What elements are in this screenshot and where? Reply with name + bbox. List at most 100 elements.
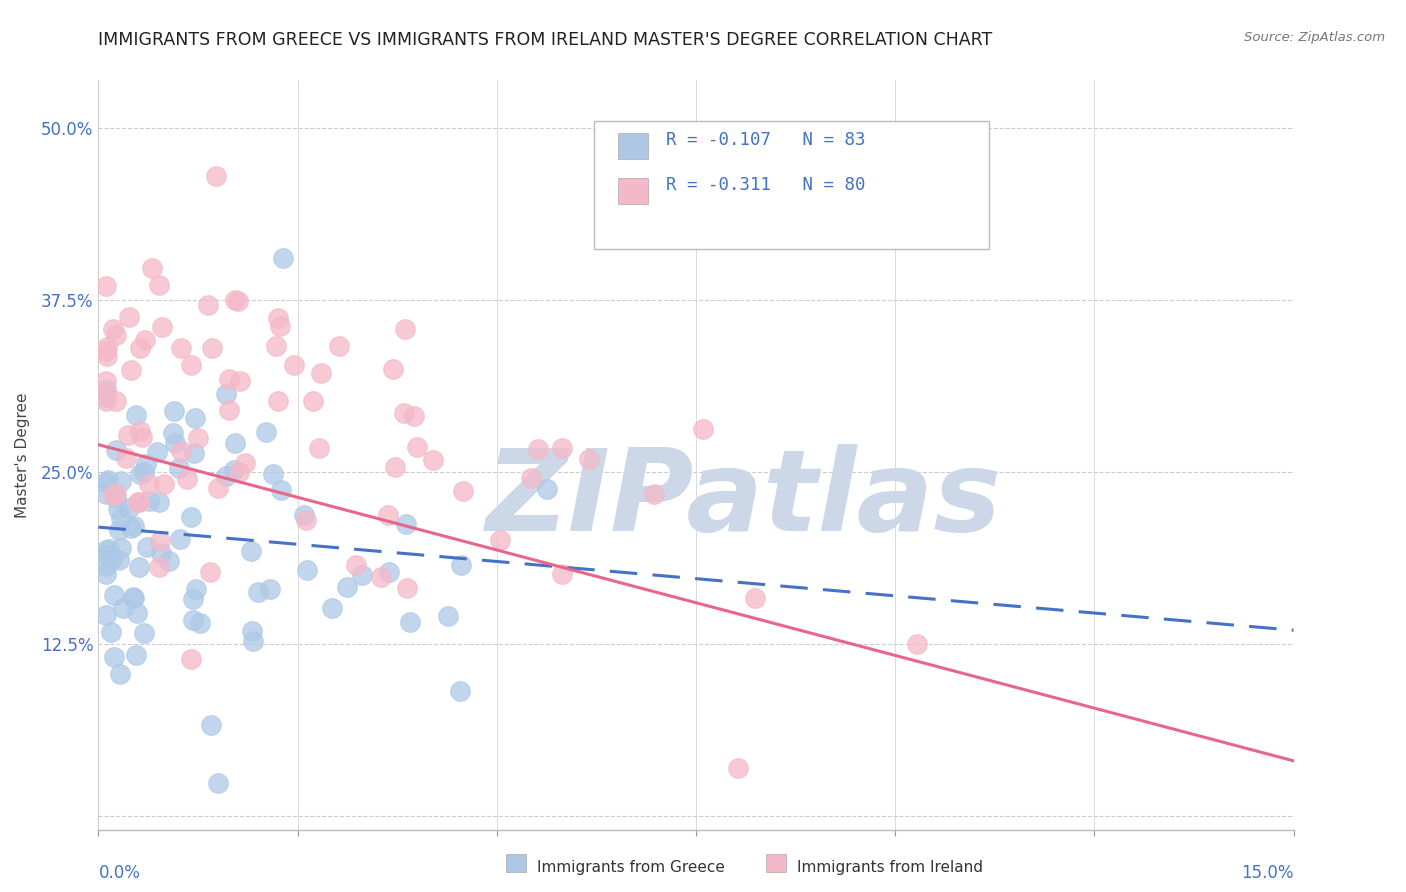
Text: 0.0%: 0.0% bbox=[98, 864, 141, 882]
Point bbox=[96, 279, 118, 293]
Point bbox=[96, 542, 118, 557]
Point bbox=[422, 452, 444, 467]
Point bbox=[228, 465, 250, 479]
Point bbox=[108, 667, 131, 681]
Point bbox=[104, 442, 127, 457]
Point bbox=[96, 607, 118, 622]
Point bbox=[404, 409, 426, 423]
Point bbox=[395, 517, 418, 532]
Point bbox=[188, 616, 211, 631]
Point bbox=[136, 540, 159, 554]
Text: 15.0%: 15.0% bbox=[1241, 864, 1294, 882]
Point bbox=[122, 591, 145, 606]
Point bbox=[104, 394, 127, 409]
Point bbox=[181, 592, 204, 607]
Point bbox=[269, 319, 291, 334]
Point bbox=[122, 519, 145, 533]
Point bbox=[180, 509, 202, 524]
FancyBboxPatch shape bbox=[619, 178, 648, 204]
Point bbox=[150, 320, 173, 334]
Point bbox=[201, 341, 224, 355]
Point bbox=[101, 551, 124, 566]
Point bbox=[381, 361, 404, 376]
Point bbox=[170, 341, 193, 355]
Point bbox=[148, 559, 170, 574]
Point bbox=[96, 344, 118, 359]
Text: Source: ZipAtlas.com: Source: ZipAtlas.com bbox=[1244, 31, 1385, 45]
Point bbox=[129, 425, 152, 439]
Point bbox=[905, 638, 928, 652]
Point bbox=[309, 367, 332, 381]
Point bbox=[148, 495, 170, 509]
Point bbox=[134, 625, 156, 640]
Point bbox=[399, 615, 422, 629]
Point bbox=[96, 475, 118, 489]
FancyBboxPatch shape bbox=[595, 121, 988, 249]
Point bbox=[207, 481, 229, 495]
Point bbox=[125, 648, 148, 662]
Text: IMMIGRANTS FROM GREECE VS IMMIGRANTS FROM IRELAND MASTER'S DEGREE CORRELATION CH: IMMIGRANTS FROM GREECE VS IMMIGRANTS FRO… bbox=[98, 31, 993, 49]
Point bbox=[198, 565, 221, 579]
Point bbox=[551, 567, 574, 582]
Point bbox=[101, 321, 124, 335]
Point bbox=[488, 533, 510, 547]
Point bbox=[170, 443, 193, 458]
Point bbox=[148, 278, 170, 293]
Point bbox=[125, 408, 148, 422]
Point bbox=[96, 566, 118, 581]
Text: R = -0.107   N = 83: R = -0.107 N = 83 bbox=[666, 131, 866, 149]
Point bbox=[135, 457, 157, 471]
Point bbox=[378, 565, 401, 579]
Point bbox=[153, 476, 176, 491]
Point bbox=[215, 468, 238, 483]
Point bbox=[110, 511, 132, 525]
Point bbox=[176, 472, 198, 486]
Point bbox=[246, 584, 269, 599]
Point bbox=[165, 436, 187, 450]
Point bbox=[96, 394, 118, 409]
Point bbox=[134, 465, 156, 479]
Point bbox=[450, 558, 472, 573]
Point bbox=[118, 500, 141, 515]
Point bbox=[138, 493, 160, 508]
Point bbox=[103, 650, 125, 665]
Point bbox=[157, 554, 180, 568]
Point bbox=[98, 541, 121, 556]
Point bbox=[96, 559, 118, 574]
Point bbox=[128, 559, 150, 574]
Point bbox=[118, 310, 141, 325]
Text: Immigrants from Greece: Immigrants from Greece bbox=[537, 860, 725, 874]
Point bbox=[184, 411, 207, 425]
Point bbox=[114, 450, 136, 465]
Point bbox=[336, 580, 359, 594]
Point bbox=[395, 582, 418, 596]
Point bbox=[292, 508, 315, 523]
Point bbox=[233, 457, 256, 471]
Point bbox=[108, 524, 131, 538]
Point bbox=[127, 495, 149, 509]
Point bbox=[169, 461, 191, 475]
Point bbox=[744, 591, 766, 606]
Point bbox=[207, 775, 229, 789]
Point bbox=[214, 387, 236, 401]
Point bbox=[169, 532, 191, 546]
Point bbox=[526, 442, 548, 457]
Point bbox=[186, 582, 208, 596]
Point bbox=[104, 491, 127, 505]
Point bbox=[180, 358, 202, 372]
Text: ZIPatlas: ZIPatlas bbox=[485, 444, 1002, 556]
Point bbox=[108, 553, 131, 567]
Point bbox=[107, 501, 129, 516]
Point bbox=[96, 382, 118, 396]
Point bbox=[96, 374, 118, 388]
Point bbox=[295, 513, 318, 527]
Point bbox=[101, 488, 124, 502]
Point bbox=[183, 446, 205, 460]
Point bbox=[254, 425, 277, 439]
Point bbox=[110, 541, 132, 556]
Point bbox=[96, 548, 118, 562]
Point bbox=[131, 430, 153, 444]
Point bbox=[218, 372, 240, 386]
Point bbox=[97, 473, 120, 487]
Point bbox=[267, 393, 290, 408]
